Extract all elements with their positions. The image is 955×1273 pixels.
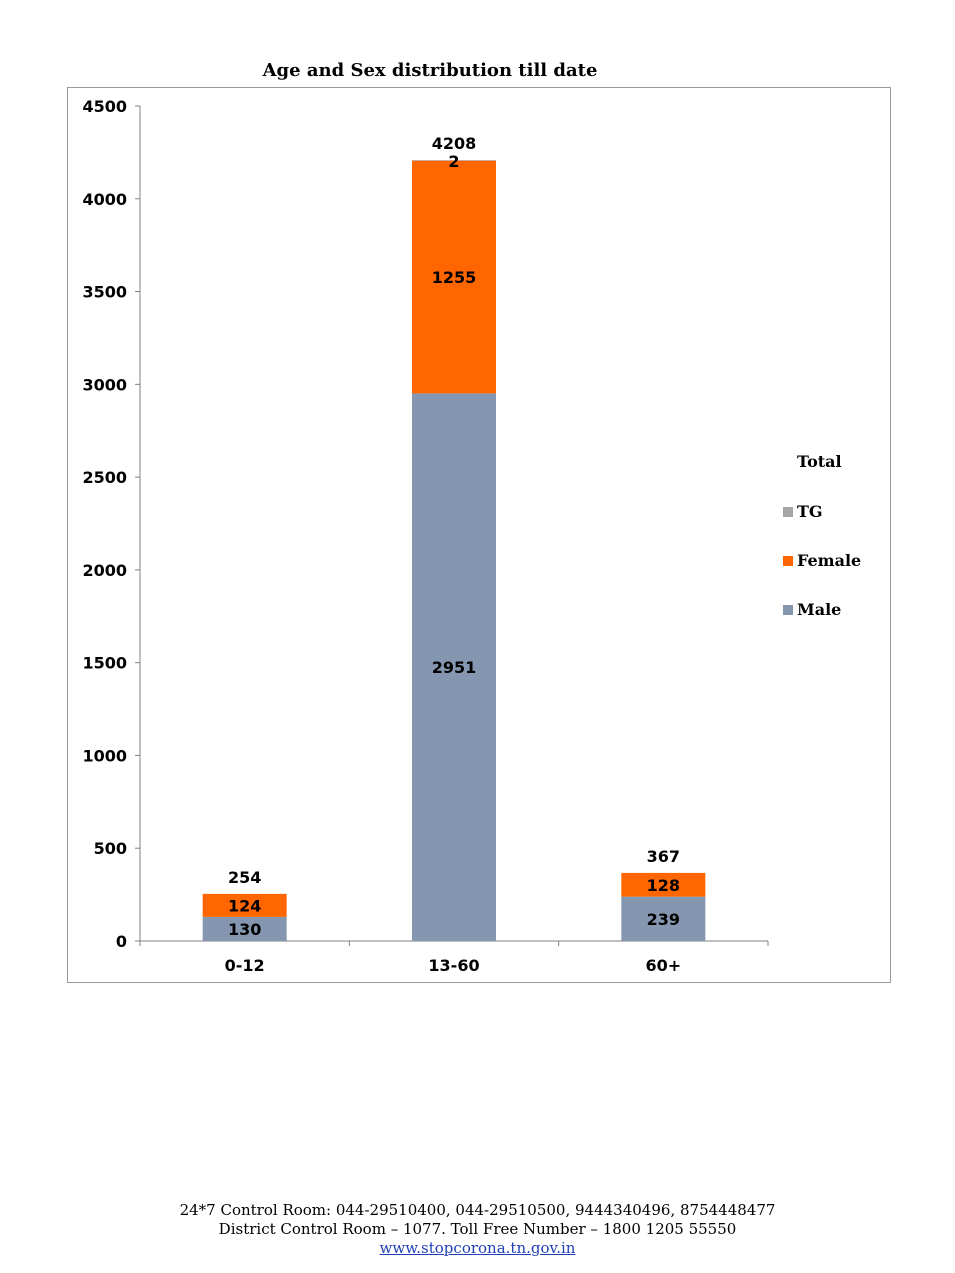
data-label-female: 1255	[432, 268, 477, 287]
footer-website-link[interactable]: www.stopcorona.tn.gov.in	[379, 1239, 576, 1257]
bar-segment-tg-13-60	[412, 160, 496, 161]
legend-label-tg: TG	[797, 502, 823, 521]
data-label-male: 239	[647, 910, 680, 929]
stacked-bar-chart: 0 500 1000 1500 2000 2500 3000 3500 4000 4500 130 1…	[82, 97, 861, 975]
legend-label-female: Female	[797, 551, 861, 570]
y-tick-label: 4000	[82, 190, 127, 209]
bar-segment-male-13-60	[412, 393, 496, 942]
data-label-female: 124	[228, 896, 261, 915]
bar-segment-male-60+	[621, 896, 706, 941]
y-tick-label: 1500	[82, 654, 127, 673]
y-tick-label: 2000	[82, 561, 127, 580]
bar-segment-female-60+	[621, 872, 706, 897]
y-tick-label: 1000	[82, 746, 127, 765]
x-tick-label: 13-60	[428, 956, 479, 975]
bar-segment-female-0-12	[202, 893, 287, 917]
footer-district-control: District Control Room – 1077. Toll Free …	[218, 1220, 737, 1238]
chart-frame	[67, 87, 891, 983]
y-tick-label: 3500	[82, 283, 127, 302]
x-tick-label: 0-12	[225, 956, 265, 975]
data-label-female: 128	[647, 876, 680, 895]
chart-title: Age and Sex distribution till date	[262, 60, 598, 81]
y-tick-label: 500	[94, 839, 127, 858]
x-tick-label: 60+	[645, 956, 681, 975]
legend-swatch-male	[783, 605, 793, 615]
y-tick-label: 2500	[82, 468, 127, 487]
bar-segment-female-13-60	[412, 160, 496, 394]
total-label: 254	[228, 868, 261, 887]
legend-swatch-tg	[783, 507, 793, 517]
total-label: 367	[647, 847, 680, 866]
legend-label-male: Male	[797, 600, 841, 619]
data-label-tg: 2	[448, 152, 459, 171]
y-tick-label: 0	[116, 932, 127, 951]
bar-segment-male-0-12	[202, 916, 287, 941]
data-label-male: 2951	[432, 658, 477, 677]
footer-control-room: 24*7 Control Room: 044-29510400, 044-295…	[179, 1201, 776, 1219]
legend-swatch-female	[783, 556, 793, 566]
total-label: 4208	[432, 134, 477, 153]
y-tick-label: 4500	[82, 97, 127, 116]
y-tick-label: 3000	[82, 375, 127, 394]
data-label-male: 130	[228, 920, 261, 939]
legend-total-label: Total	[797, 452, 842, 471]
